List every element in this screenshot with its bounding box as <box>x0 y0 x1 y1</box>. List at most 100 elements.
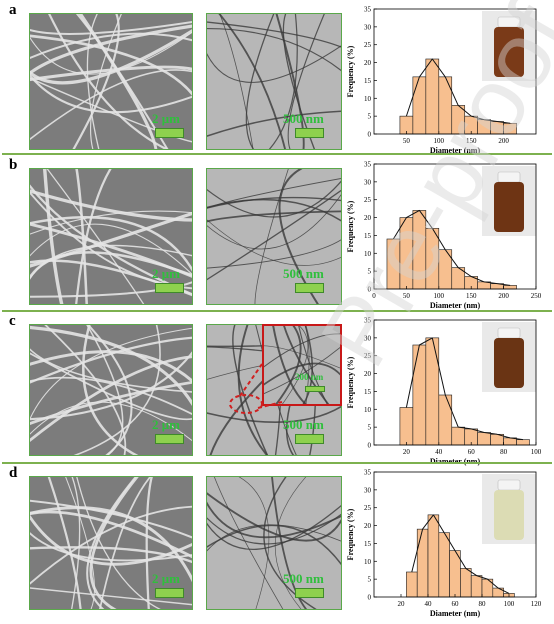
histogram-bar <box>460 568 472 598</box>
tem-scale-label: 500 nm <box>283 266 324 281</box>
tem-scale-bar <box>295 588 324 598</box>
x-tick-label: 40 <box>435 448 443 456</box>
histogram-bar <box>412 210 427 290</box>
y-tick-label: 0 <box>368 131 372 139</box>
sem-scale-bar <box>155 434 184 444</box>
sem-image <box>29 324 193 456</box>
sem-scale-label: 2 μm <box>152 266 180 281</box>
x-tick-label: 0 <box>372 292 376 300</box>
y-tick-label: 25 <box>364 504 372 512</box>
y-tick-label: 0 <box>368 442 372 450</box>
panel-label: d <box>9 465 18 481</box>
histogram-chart: 0 5 10 15 20 25 30 35 0 50 100 150 200 250 Diameter (n… <box>344 156 544 311</box>
sem-image <box>29 168 193 305</box>
sem-scale-bar <box>155 283 184 293</box>
tem-scale-label: 500 nm <box>283 571 324 586</box>
y-tick-label: 35 <box>364 161 372 169</box>
y-tick-label: 10 <box>364 250 372 258</box>
x-tick-label: 150 <box>466 292 477 300</box>
y-tick-label: 15 <box>364 77 372 85</box>
histogram-bar <box>451 426 466 446</box>
y-axis-label: Frequency (%) <box>346 200 355 252</box>
x-tick-label: 200 <box>498 292 509 300</box>
plot-frame <box>373 8 537 135</box>
x-tick-label: 120 <box>531 600 542 608</box>
y-tick-label: 5 <box>368 113 372 121</box>
histogram-bar <box>477 119 491 135</box>
panel-label: a <box>9 2 17 18</box>
tem-image <box>206 168 342 305</box>
y-axis-label: Frequency (%) <box>346 45 355 97</box>
inset-scale-label: 200 nm <box>295 372 324 382</box>
x-tick-label: 20 <box>403 448 411 456</box>
x-axis-label: Diameter (nm) <box>430 609 481 618</box>
y-tick-label: 25 <box>364 352 372 360</box>
y-tick-label: 20 <box>364 214 372 222</box>
x-tick-label: 100 <box>531 448 542 456</box>
x-axis-label: Diameter (nm) <box>430 146 481 155</box>
y-tick-label: 15 <box>364 388 372 396</box>
sem-scale-label: 2 μm <box>152 111 180 126</box>
y-tick-label: 20 <box>364 370 372 378</box>
y-tick-label: 35 <box>364 6 372 14</box>
histogram-chart: 0 5 10 15 20 25 30 35 20 40 60 80 100 120 Diameter (nm… <box>344 464 544 619</box>
histogram-bar <box>412 76 427 135</box>
y-tick-label: 0 <box>368 594 372 602</box>
x-tick-label: 40 <box>425 600 433 608</box>
x-tick-label: 80 <box>479 600 487 608</box>
histogram-bar <box>438 76 453 135</box>
histogram-bar <box>438 394 453 446</box>
tem-scale-label: 500 nm <box>283 417 324 432</box>
y-tick-label: 5 <box>368 424 372 432</box>
vial-photo <box>482 11 536 81</box>
y-axis-label: Frequency (%) <box>346 508 355 560</box>
sem-image <box>29 13 193 150</box>
x-tick-label: 60 <box>452 600 460 608</box>
y-tick-label: 15 <box>364 232 372 240</box>
histogram-bar <box>490 121 504 135</box>
panel-label: b <box>9 157 18 173</box>
x-tick-label: 250 <box>531 292 542 300</box>
y-tick-label: 30 <box>364 23 372 31</box>
x-tick-label: 50 <box>403 137 411 145</box>
histogram-bar <box>386 238 401 290</box>
y-tick-label: 25 <box>364 196 372 204</box>
x-tick-label: 20 <box>398 600 406 608</box>
x-tick-label: 200 <box>498 137 509 145</box>
x-tick-label: 150 <box>466 137 477 145</box>
fit-curve <box>392 209 511 286</box>
x-tick-label: 100 <box>434 292 445 300</box>
y-tick-label: 5 <box>368 268 372 276</box>
y-tick-label: 35 <box>364 317 372 325</box>
sem-image <box>29 476 193 610</box>
x-tick-label: 50 <box>403 292 411 300</box>
panel-separator <box>2 153 552 155</box>
histogram-bar <box>477 432 491 446</box>
fit-curve <box>405 58 511 124</box>
plot-frame <box>373 319 537 446</box>
fit-curve <box>411 514 510 594</box>
histogram-bar <box>516 439 530 446</box>
histogram-bar <box>399 217 414 290</box>
histogram-bar <box>425 337 440 446</box>
y-tick-label: 10 <box>364 95 372 103</box>
tem-scale-label: 500 nm <box>283 111 324 126</box>
x-axis-label: Diameter (nm) <box>430 457 481 466</box>
histogram-bar <box>427 514 440 598</box>
tem-scale-bar <box>295 434 324 444</box>
histogram-bar <box>412 344 427 446</box>
y-tick-label: 20 <box>364 59 372 67</box>
sem-scale-label: 2 μm <box>152 417 180 432</box>
x-tick-label: 100 <box>504 600 515 608</box>
tem-scale-bar <box>295 283 324 293</box>
y-tick-label: 20 <box>364 522 372 530</box>
y-tick-label: 35 <box>364 469 372 477</box>
tem-scale-bar <box>295 128 324 138</box>
y-tick-label: 10 <box>364 406 372 414</box>
y-tick-label: 30 <box>364 334 372 342</box>
y-tick-label: 30 <box>364 486 372 494</box>
sem-scale-bar <box>155 588 184 598</box>
panel-separator <box>2 462 552 464</box>
histogram-chart: 0 5 10 15 20 25 30 35 20 40 60 80 100 Diameter (nm) Fr… <box>344 312 544 467</box>
histogram-bar <box>503 285 517 290</box>
